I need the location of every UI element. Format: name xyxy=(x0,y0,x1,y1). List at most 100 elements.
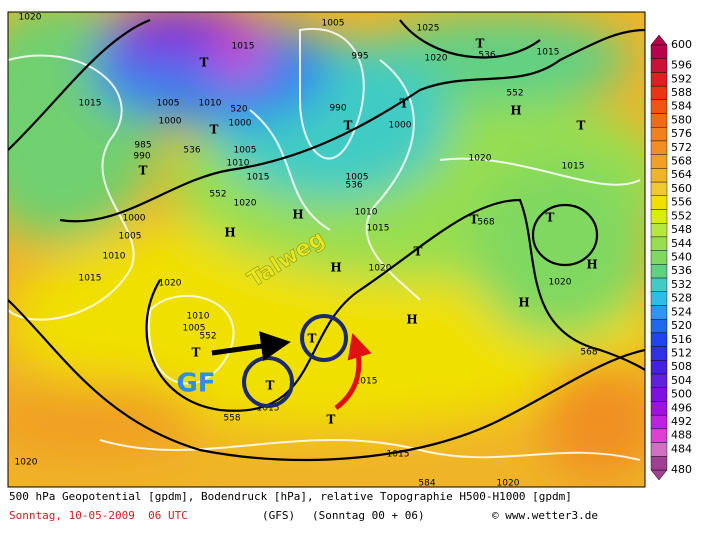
contour-label: 1020 xyxy=(369,264,392,274)
legend-label: 524 xyxy=(671,305,692,318)
contour-label: 1005 xyxy=(234,146,257,156)
color-legend: 6005965925885845805765725685645605565525… xyxy=(650,34,692,481)
legend-label: 492 xyxy=(671,415,692,428)
contour-label: 985 xyxy=(134,141,151,151)
pressure-center: T xyxy=(577,119,586,133)
legend-swatch xyxy=(650,195,668,210)
legend-label: 564 xyxy=(671,168,692,181)
legend-swatch xyxy=(650,140,668,155)
pressure-center: H xyxy=(406,313,417,327)
contour-label: 1005 xyxy=(157,99,180,109)
contour-label: 1020 xyxy=(15,458,38,468)
legend-label: 516 xyxy=(671,333,692,346)
legend-swatch xyxy=(650,264,668,279)
contour-label: 1010 xyxy=(187,312,210,322)
contour-label: 552 xyxy=(506,89,523,99)
pressure-center: T xyxy=(476,37,485,51)
legend-swatch xyxy=(650,456,668,471)
legend-swatch xyxy=(650,332,668,347)
pressure-center: H xyxy=(518,296,529,310)
legend-label: 588 xyxy=(671,86,692,99)
contour-label: 1000 xyxy=(123,214,146,224)
contour-label: 1005 xyxy=(322,19,345,29)
legend-arrow xyxy=(650,34,668,46)
legend-swatch xyxy=(650,414,668,430)
legend-swatch xyxy=(650,154,668,169)
legend-swatch xyxy=(650,72,668,87)
legend-label: 532 xyxy=(671,278,692,291)
map-background xyxy=(8,12,645,487)
legend-label: 528 xyxy=(671,292,692,305)
legend-swatch xyxy=(650,44,668,59)
contour-label: 1005 xyxy=(346,173,369,183)
contour-label: 552 xyxy=(199,332,216,342)
legend-swatch xyxy=(650,401,668,416)
legend-label: 556 xyxy=(671,196,692,209)
contour-label: 1000 xyxy=(159,117,182,127)
footer-description: 500 hPa Geopotential [gpdm], Bodendruck … xyxy=(9,490,572,503)
legend-label: 496 xyxy=(671,401,692,414)
contour-label: 1000 xyxy=(389,121,412,131)
legend-label: 584 xyxy=(671,100,692,113)
contour-label: 536 xyxy=(478,51,495,61)
contour-label: 1020 xyxy=(159,279,182,289)
contour-label: 1005 xyxy=(183,324,206,334)
contour-label: 1025 xyxy=(417,24,440,34)
contour-label: 1010 xyxy=(355,208,378,218)
footer-model: (GFS) xyxy=(262,509,295,522)
pressure-center: H xyxy=(292,208,303,222)
legend-label: 540 xyxy=(671,251,692,264)
contour-label: 1015 xyxy=(247,173,270,183)
legend-swatch xyxy=(650,250,668,265)
legend-label: 548 xyxy=(671,223,692,236)
legend-label: 508 xyxy=(671,360,692,373)
contour-label: 558 xyxy=(223,414,240,424)
legend-label: 520 xyxy=(671,319,692,332)
legend-swatch xyxy=(650,291,668,306)
legend-label: 576 xyxy=(671,127,692,140)
legend-label: 592 xyxy=(671,72,692,85)
contour-label: 1015 xyxy=(562,162,585,172)
legend-label: 572 xyxy=(671,141,692,154)
pressure-center: H xyxy=(586,258,597,272)
arrow xyxy=(211,331,291,361)
pressure-center: T xyxy=(266,379,275,393)
contour-label: 520 xyxy=(230,105,247,115)
footer-run: (Sonntag 00 + 06) xyxy=(312,509,425,522)
pressure-center: T xyxy=(308,332,317,346)
pressure-center: T xyxy=(139,164,148,178)
legend-swatch xyxy=(650,373,668,388)
pressure-center: T xyxy=(414,245,423,259)
map-frame xyxy=(7,11,646,488)
legend-swatch xyxy=(650,99,668,114)
legend-swatch xyxy=(650,113,668,128)
pressure-center: H xyxy=(510,104,521,118)
legend-label: 544 xyxy=(671,237,692,250)
legend-swatch xyxy=(650,223,668,238)
legend-label: 488 xyxy=(671,429,692,442)
legend-swatch xyxy=(650,277,668,292)
pressure-center: T xyxy=(400,97,409,111)
contour-label: 1020 xyxy=(549,278,572,288)
legend-label: 596 xyxy=(671,59,692,72)
contour-label: 1015 xyxy=(387,450,410,460)
contour-label: 1015 xyxy=(257,404,280,414)
legend-swatch xyxy=(650,442,668,457)
legend-label: 484 xyxy=(671,442,692,455)
legend-label: 504 xyxy=(671,374,692,387)
legend-label: 552 xyxy=(671,209,692,222)
pressure-center: T xyxy=(192,346,201,360)
legend-arrow xyxy=(650,469,668,481)
legend-label: 536 xyxy=(671,264,692,277)
legend-swatch xyxy=(650,209,668,224)
legend-label: 480 xyxy=(671,463,692,476)
legend-swatch xyxy=(650,181,668,197)
legend-label: 568 xyxy=(671,155,692,168)
legend-swatch xyxy=(650,127,668,142)
contour-label: 990 xyxy=(133,152,150,162)
contour-label: 584 xyxy=(418,479,435,489)
contour-label: 990 xyxy=(329,104,346,114)
pressure-center: T xyxy=(210,123,219,137)
contour-label: 1010 xyxy=(103,252,126,262)
